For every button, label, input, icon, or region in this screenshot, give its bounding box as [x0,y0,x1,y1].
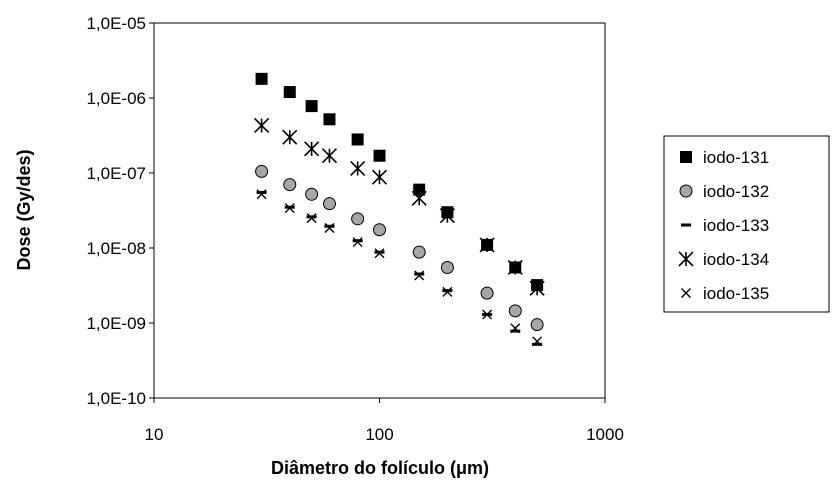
data-point-iodo-131 [255,72,268,85]
data-point-iodo-132 [508,304,522,318]
legend-label: iodo-134 [703,250,769,269]
legend-marker-iodo-131 [680,151,692,163]
data-point-iodo-131 [351,133,364,146]
data-point-iodo-132 [322,197,336,211]
legend-label: iodo-131 [703,148,769,167]
data-point-iodo-134 [350,160,366,177]
legend-box [663,135,830,313]
data-point-iodo-132 [255,164,269,178]
data-point-iodo-131 [413,183,426,196]
data-point-iodo-133 [532,342,543,346]
x-axis-title: Diâmetro do folículo (μm) [271,458,489,478]
data-point-iodo-132 [373,223,386,237]
legend-marker-iodo-132 [679,184,693,198]
data-point-iodo-133 [256,190,267,194]
y-axis-ticks: 1,0E-10 1,0E-09 1,0E-08 1,0E-07 1,0E-06 1,0E-… [86,14,154,408]
data-point-iodo-131 [283,86,296,99]
legend-marker-iodo-133 [681,223,691,227]
data-point-iodo-133 [442,289,453,293]
legend-label: iodo-133 [703,216,769,235]
y-tick-label: 1,0E-06 [86,89,146,108]
data-point-iodo-131 [509,261,522,274]
legend-marker-iodo-135 [681,288,691,298]
data-point-iodo-132 [530,318,544,332]
x-axis-ticks: 10 100 1000 [145,398,624,444]
data-point-iodo-132 [283,178,297,192]
data-point-iodo-131 [531,279,544,292]
legend: iodo-131 iodo-132 iodo-133 iodo-134 iodo-135 [663,135,830,313]
data-point-iodo-131 [441,206,454,219]
data-point-iodo-133 [374,250,385,254]
data-point-iodo-133 [414,272,425,276]
legend-items: iodo-131 iodo-132 iodo-133 iodo-134 iodo-135 [678,148,769,303]
legend-label: iodo-135 [703,284,769,303]
y-tick-label: 1,0E-10 [86,389,146,408]
data-point-iodo-134 [304,141,320,157]
legend-marker-iodo-134 [678,251,694,267]
x-tick-label: 100 [365,425,393,444]
data-point-iodo-132 [480,286,494,300]
data-point-iodo-132 [305,187,319,201]
data-point-iodo-134 [371,169,388,185]
data-point-iodo-134 [321,148,338,164]
data-point-iodo-132 [412,245,426,259]
x-tick-label: 10 [145,425,164,444]
y-axis-title: Dose (Gy/des) [14,149,34,270]
data-point-iodo-134 [254,117,270,134]
x-tick-label: 1000 [586,425,624,444]
data-point-iodo-133 [482,312,493,316]
data-point-iodo-131 [323,113,336,126]
y-tick-label: 1,0E-09 [86,314,146,333]
y-tick-label: 1,0E-05 [86,14,146,33]
legend-label: iodo-132 [703,182,769,201]
data-point-iodo-132 [351,212,365,226]
data-point-iodo-131 [481,238,494,251]
data-point-iodo-133 [510,329,521,333]
data-points [254,72,545,347]
data-point-iodo-131 [305,100,318,113]
data-point-iodo-133 [324,224,335,228]
data-point-iodo-133 [306,215,317,219]
data-point-iodo-133 [352,239,363,243]
data-point-iodo-132 [440,260,454,274]
data-point-iodo-131 [373,149,386,162]
data-point-iodo-133 [284,205,295,209]
plot-area [153,22,606,399]
y-tick-label: 1,0E-07 [86,164,146,183]
y-tick-label: 1,0E-08 [86,239,146,258]
data-point-iodo-134 [282,129,298,145]
